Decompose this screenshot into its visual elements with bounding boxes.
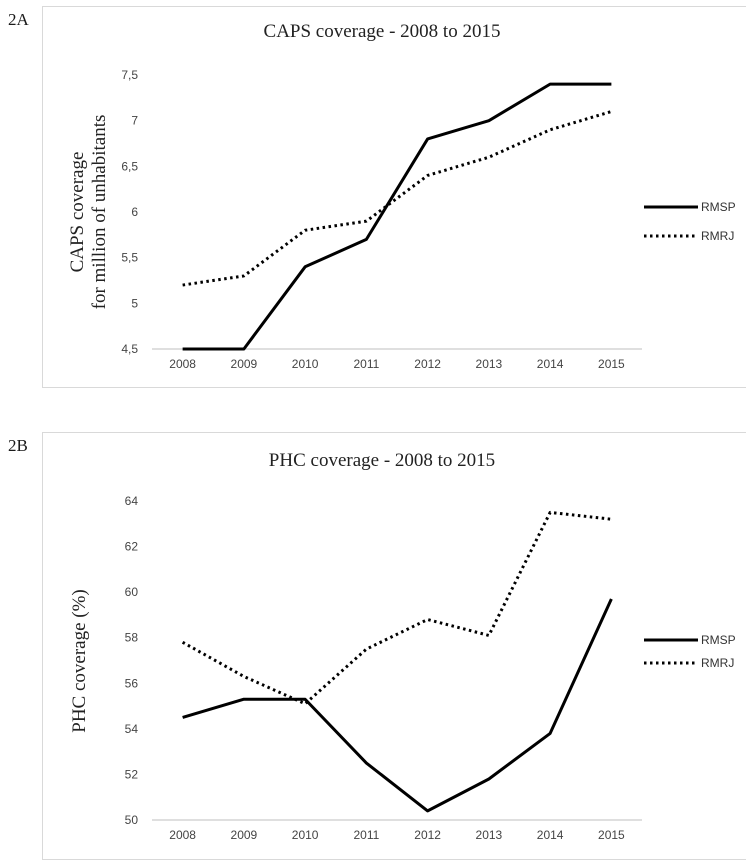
legend-label-rmrj: RMRJ [701,656,734,670]
phc-coverage-chart: PHC coverage - 2008 to 2015 2008 2009 2010 2… [43,433,746,859]
x-tick-label: 2012 [414,828,441,842]
y-tick-label: 6,5 [121,159,138,173]
x-tick-label: 2009 [231,357,258,371]
x-tick-label: 2015 [598,828,625,842]
x-tick-label: 2014 [537,357,564,371]
y-tick-label: 60 [125,585,139,599]
series-line-rmrj [183,112,612,286]
x-tick-label: 2010 [292,357,319,371]
x-tick-label: 2009 [231,828,258,842]
legend-label-rmsp: RMSP [701,633,736,647]
y-tick-label: 52 [125,767,139,781]
chart-title: CAPS coverage - 2008 to 2015 [264,21,501,42]
y-tick-label: 7,5 [121,68,138,82]
x-tick-label: 2013 [476,828,503,842]
x-tick-label: 2011 [353,357,379,371]
series-line-rmrj [183,512,612,703]
x-tick-label: 2008 [169,357,196,371]
y-tick-label: 54 [125,722,139,736]
x-tick-label: 2011 [353,828,379,842]
chart-panel-phc: PHC coverage - 2008 to 2015 2008 2009 2010 2… [42,432,746,860]
y-tick-label: 50 [125,813,139,827]
x-tick-label: 2008 [169,828,196,842]
y-tick-label: 6 [131,205,138,219]
panel-label-2a: 2A [8,10,29,30]
x-tick-label: 2010 [292,828,319,842]
x-tick-label: 2012 [414,357,441,371]
series-line-rmsp [183,599,612,811]
chart-panel-caps: CAPS coverage - 2008 to 2015 2008 2009 2010… [42,6,746,388]
x-tick-label: 2014 [537,828,564,842]
y-tick-label: 62 [125,540,139,554]
y-axis-title: PHC coverage (%) [69,589,90,733]
y-axis-title: CAPS coverage [67,152,88,273]
chart-title: PHC coverage - 2008 to 2015 [269,450,495,471]
y-tick-label: 5 [131,296,138,310]
panel-label-2b: 2B [8,436,28,456]
y-axis-title: for million of unhabitants [89,115,110,310]
y-tick-label: 7 [131,114,138,128]
legend-label-rmrj: RMRJ [701,229,734,243]
legend-label-rmsp: RMSP [701,200,736,214]
y-tick-label: 56 [125,676,139,690]
y-tick-label: 4,5 [121,342,138,356]
y-tick-label: 58 [125,631,139,645]
series-line-rmsp [183,84,612,349]
y-tick-label: 5,5 [121,251,138,265]
y-tick-label: 64 [125,494,139,508]
x-tick-label: 2013 [476,357,503,371]
caps-coverage-chart: CAPS coverage - 2008 to 2015 2008 2009 2010… [43,7,746,387]
x-tick-label: 2015 [598,357,625,371]
